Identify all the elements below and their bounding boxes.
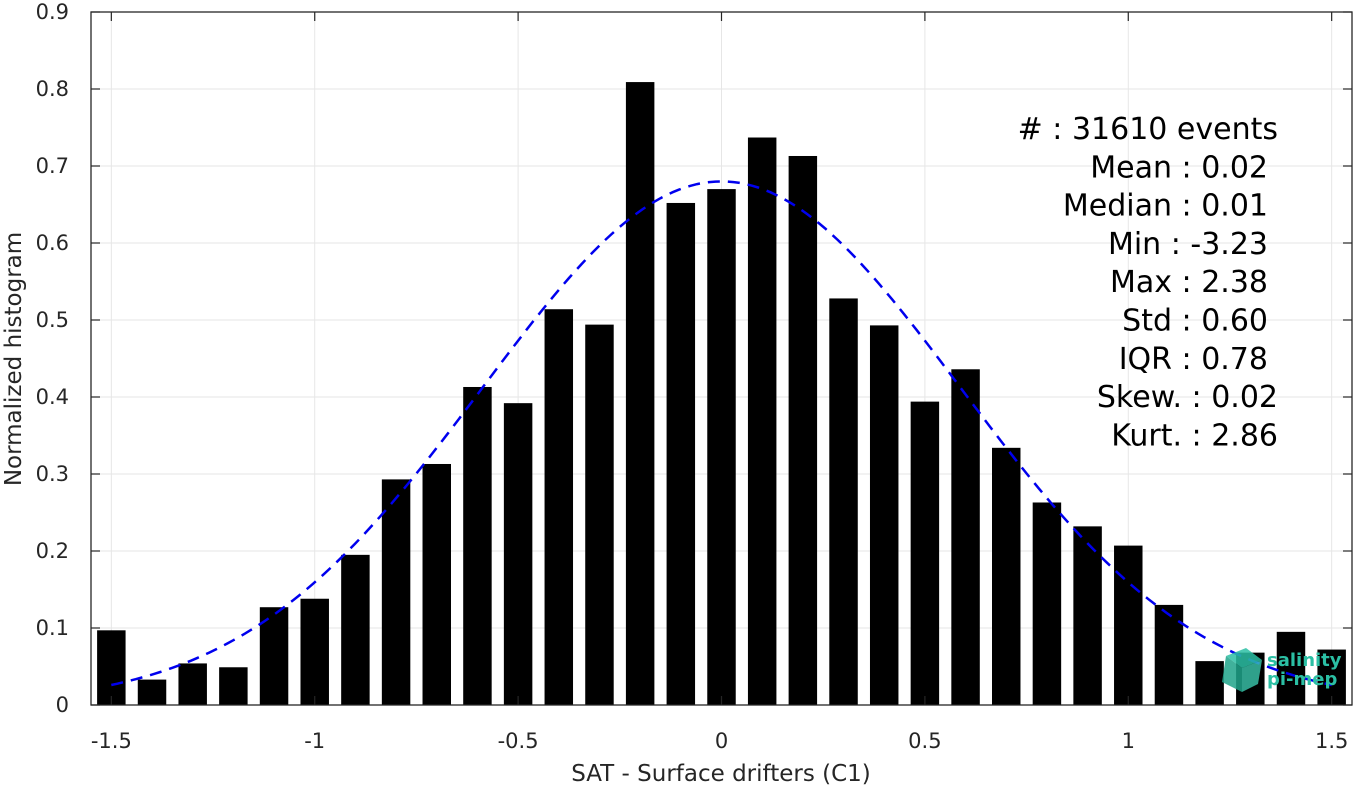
logo-line2: pi-mep <box>1267 669 1337 690</box>
histogram-bar <box>1195 661 1224 705</box>
y-tick-labels: 0 0.1 0.2 0.3 0.4 0.5 0.6 0.7 0.8 0.9 <box>36 0 69 717</box>
axis-ticks <box>91 11 1352 706</box>
stat-line: Median : 0.01 <box>1063 189 1268 224</box>
histogram-bar <box>463 386 492 705</box>
histogram-bar <box>219 667 248 705</box>
stat-line: IQR : 0.78 <box>1119 342 1268 377</box>
histogram-bar <box>1073 526 1102 705</box>
x-tick-label: 0 <box>715 729 728 753</box>
histogram-bar <box>544 309 574 705</box>
histogram-bar <box>259 607 289 705</box>
histogram-bar <box>137 679 167 705</box>
x-axis-label: SAT - Surface drifters (C1) <box>571 761 871 785</box>
histogram-bar <box>869 325 899 705</box>
histogram-bar <box>97 630 126 705</box>
stat-line: Skew. : 0.02 <box>1097 380 1278 415</box>
y-tick-label: 0.6 <box>36 231 69 255</box>
y-tick-label: 0.4 <box>36 385 69 409</box>
histogram-bar <box>707 189 736 706</box>
histogram-bar <box>666 202 696 705</box>
histogram-bar <box>1317 649 1346 705</box>
x-tick-label: 1 <box>1122 729 1135 753</box>
histogram-bar <box>422 463 451 705</box>
salinity-pimep-logo: salinity pi-mep <box>1222 648 1342 692</box>
histogram-bar <box>992 447 1021 705</box>
stat-line: Kurt. : 2.86 <box>1111 418 1278 453</box>
x-tick-label: 1.5 <box>1315 729 1348 753</box>
histogram-bar <box>747 137 777 705</box>
histogram-bar <box>625 82 655 705</box>
bars <box>97 82 1346 706</box>
y-axis-label: Normalized histogram <box>1 232 27 486</box>
stat-line: Max : 2.38 <box>1110 265 1268 300</box>
histogram-bar <box>951 369 980 705</box>
histogram-bar <box>829 298 858 705</box>
y-tick-label: 0.8 <box>36 77 69 101</box>
histogram-bar <box>1276 631 1306 705</box>
x-tick-labels: -1.5 -1 -0.5 0 0.5 1 1.5 <box>91 729 1349 753</box>
histogram-bar <box>788 155 818 706</box>
logo-line1: salinity <box>1267 650 1342 671</box>
y-tick-label: 0.7 <box>36 154 69 178</box>
x-tick-label: -1 <box>304 729 325 753</box>
gaussian-fit-curve <box>111 180 1332 687</box>
histogram-bar <box>1032 502 1062 705</box>
cube-logo-icon <box>1222 648 1262 692</box>
histogram-bar <box>1114 545 1143 705</box>
y-tick-label: 0.9 <box>36 0 69 24</box>
histogram-bar <box>585 324 614 705</box>
y-tick-label: 0 <box>56 693 69 717</box>
histogram-bar <box>503 403 533 705</box>
histogram-bar <box>300 598 329 705</box>
y-tick-label: 0.5 <box>36 308 69 332</box>
stat-line: Std : 0.60 <box>1122 304 1268 339</box>
x-tick-label: 0.5 <box>908 729 941 753</box>
x-tick-label: -1.5 <box>91 729 132 753</box>
histogram-bar <box>178 663 207 705</box>
stat-line: Min : -3.23 <box>1108 227 1268 262</box>
y-tick-label: 0.1 <box>36 616 69 640</box>
x-tick-label: -0.5 <box>498 729 539 753</box>
histogram-bar <box>381 479 411 705</box>
y-tick-label: 0.3 <box>36 462 69 486</box>
stat-line: Mean : 0.02 <box>1090 150 1268 185</box>
histogram-bar <box>910 401 940 705</box>
histogram-bar <box>1154 604 1184 705</box>
y-tick-label: 0.2 <box>36 539 69 563</box>
stat-line: # : 31610 events <box>1018 112 1278 147</box>
histogram-bar <box>341 554 370 705</box>
